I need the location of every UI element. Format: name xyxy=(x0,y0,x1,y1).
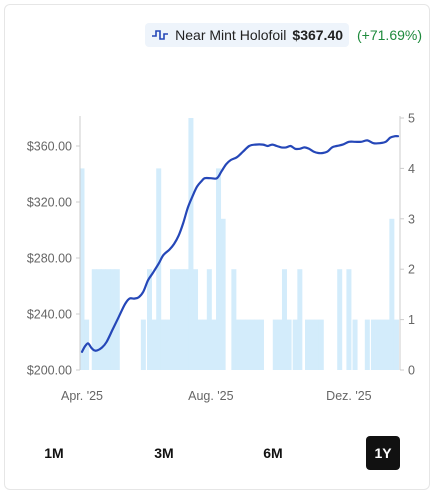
volume-bar xyxy=(384,319,390,370)
volume-bar xyxy=(249,319,255,370)
volume-bar xyxy=(146,269,152,370)
left-axis-ticks: $200.00 $240.00 $280.00 $320.00 $360.00 xyxy=(27,140,80,378)
volume-bar xyxy=(281,269,287,370)
volume-bar xyxy=(160,319,166,370)
left-tick-label: $280.00 xyxy=(27,252,72,266)
volume-bar xyxy=(91,269,97,370)
volume-bar xyxy=(272,319,278,370)
volume-bar xyxy=(231,269,237,370)
volume-bar xyxy=(277,319,283,370)
volume-bar xyxy=(352,319,358,370)
volume-bar xyxy=(202,319,208,370)
volume-bar xyxy=(258,319,264,370)
x-tick-label: Apr. '25 xyxy=(61,389,103,403)
left-tick-label: $360.00 xyxy=(27,140,72,154)
volume-bar xyxy=(245,319,251,370)
volume-bar xyxy=(110,269,116,370)
price-line-icon xyxy=(152,30,169,40)
right-tick-label: 2 xyxy=(408,263,415,277)
volume-bar xyxy=(193,269,199,370)
x-axis-ticks: Apr. '25 Aug. '25 Dez. '25 xyxy=(61,389,372,403)
volume-bar xyxy=(188,118,194,370)
range-tabs: 1M 3M 6M 1Y xyxy=(0,436,436,470)
volume-bar xyxy=(235,319,241,370)
volume-bar xyxy=(254,319,260,370)
volume-bar xyxy=(183,269,189,370)
legend-price-change: (+71.69%) xyxy=(357,27,422,43)
volume-bar xyxy=(389,218,395,370)
volume-bar xyxy=(240,319,246,370)
legend: Near Mint Holofoil $367.40 (+71.69%) xyxy=(145,22,422,48)
right-tick-label: 3 xyxy=(408,212,415,226)
volume-bar xyxy=(96,269,102,370)
x-tick-label: Aug. '25 xyxy=(188,389,234,403)
volume-bar xyxy=(314,319,320,370)
volume-bar xyxy=(140,319,146,370)
right-tick-label: 1 xyxy=(408,313,415,327)
volume-bar xyxy=(211,319,217,370)
volume-bar xyxy=(216,168,222,370)
volume-bar xyxy=(375,319,381,370)
right-tick-label: 5 xyxy=(408,112,415,126)
volume-bar xyxy=(206,269,212,370)
volume-bar xyxy=(309,319,315,370)
volume-bar xyxy=(318,319,324,370)
right-tick-label: 4 xyxy=(408,162,415,176)
volume-bar xyxy=(346,269,352,370)
volume-bar xyxy=(197,319,203,370)
volume-bar xyxy=(364,319,370,370)
volume-bar xyxy=(297,269,303,370)
legend-series-name: Near Mint Holofoil xyxy=(175,27,287,43)
volume-bar xyxy=(174,269,180,370)
tab-1y[interactable]: 1Y xyxy=(366,436,400,470)
volume-bar xyxy=(170,269,176,370)
right-axis-ticks: 0 1 2 3 4 5 xyxy=(400,112,415,378)
volume-bar xyxy=(179,269,185,370)
volume-bar xyxy=(370,319,376,370)
right-tick-label: 0 xyxy=(408,364,415,378)
volume-bar xyxy=(292,319,298,370)
price-line xyxy=(80,134,400,353)
volume-bar xyxy=(337,269,343,370)
volume-bar xyxy=(304,319,310,370)
volume-bar xyxy=(380,319,386,370)
volume-bar xyxy=(393,319,399,370)
volume-bar xyxy=(151,319,157,370)
legend-current-price: $367.40 xyxy=(292,27,344,43)
left-tick-label: $240.00 xyxy=(27,308,72,322)
tab-6m[interactable]: 6M xyxy=(255,436,291,470)
legend-series-pill[interactable]: Near Mint Holofoil $367.40 xyxy=(145,23,350,47)
volume-bar xyxy=(156,168,162,370)
tab-1m[interactable]: 1M xyxy=(36,436,72,470)
volume-bar xyxy=(220,218,226,370)
left-tick-label: $200.00 xyxy=(27,364,72,378)
tab-3m[interactable]: 3M xyxy=(146,436,182,470)
volume-bar xyxy=(105,269,111,370)
volume-bar xyxy=(100,269,106,370)
left-tick-label: $320.00 xyxy=(27,196,72,210)
volume-bar xyxy=(79,168,85,370)
volume-bar xyxy=(286,319,292,370)
volume-bar xyxy=(165,319,171,370)
x-tick-label: Dez. '25 xyxy=(326,389,372,403)
